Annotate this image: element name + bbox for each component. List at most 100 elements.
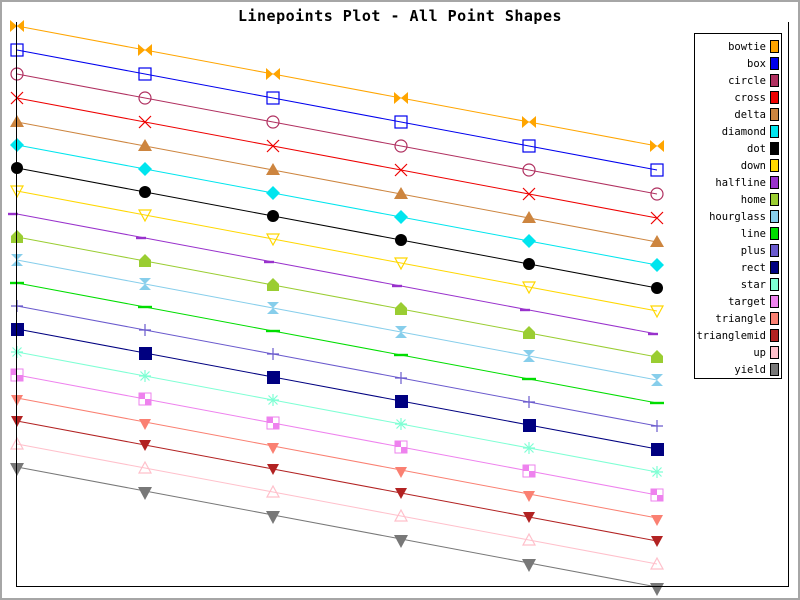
series-yield bbox=[10, 463, 664, 596]
legend-label: yield bbox=[734, 363, 766, 376]
series-line-delta bbox=[16, 121, 658, 243]
series-line-plus bbox=[16, 305, 658, 427]
series-line-bowtie bbox=[16, 25, 658, 147]
legend-entry-delta: delta bbox=[695, 106, 781, 123]
legend-color-swatch bbox=[770, 363, 779, 376]
legend-entry-diamond: diamond bbox=[695, 123, 781, 140]
legend-color-swatch bbox=[770, 227, 779, 240]
legend-entry-plus: plus bbox=[695, 242, 781, 259]
series-cross bbox=[10, 91, 664, 225]
legend-color-swatch bbox=[770, 159, 779, 172]
legend-label: hourglass bbox=[709, 210, 766, 223]
legend-label: target bbox=[728, 295, 766, 308]
series-line-target bbox=[16, 374, 658, 496]
legend-color-swatch bbox=[770, 210, 779, 223]
series-markers-dot bbox=[11, 162, 663, 294]
legend-color-swatch bbox=[770, 176, 779, 189]
series-line-home bbox=[16, 236, 658, 358]
legend-color-swatch bbox=[770, 329, 779, 342]
legend-label: triangle bbox=[715, 312, 766, 325]
series-markers-triangle bbox=[11, 395, 663, 526]
series-circle bbox=[10, 67, 664, 201]
series-down bbox=[9, 185, 665, 319]
legend-entry-bowtie: bowtie bbox=[695, 38, 781, 55]
legend-label: plus bbox=[740, 244, 766, 257]
legend-label: delta bbox=[734, 108, 766, 121]
legend-entry-line: line bbox=[695, 225, 781, 242]
series-line-circle bbox=[16, 73, 658, 195]
legend-color-swatch bbox=[770, 244, 779, 257]
legend-entry-dot: dot bbox=[695, 140, 781, 157]
legend-box: bowtie box circle cross delta diamond dot down h… bbox=[694, 33, 782, 379]
legend-entry-star: star bbox=[695, 276, 781, 293]
series-line-diamond bbox=[16, 144, 658, 266]
legend-entry-rect: rect bbox=[695, 259, 781, 276]
legend-label: line bbox=[740, 227, 766, 240]
series-markers-hourglass bbox=[11, 254, 663, 386]
legend-label: bowtie bbox=[728, 40, 766, 53]
series-line-dot bbox=[16, 167, 658, 289]
legend-label: halfline bbox=[715, 176, 766, 189]
legend-color-swatch bbox=[770, 91, 779, 104]
legend-entry-down: down bbox=[695, 157, 781, 174]
legend-label: rect bbox=[740, 261, 766, 274]
legend-color-swatch bbox=[770, 57, 779, 70]
series-home bbox=[11, 230, 663, 363]
legend-entry-triangle: triangle bbox=[695, 310, 781, 327]
legend-label: cross bbox=[734, 91, 766, 104]
series-hourglass bbox=[11, 254, 663, 386]
legend-color-swatch bbox=[770, 142, 779, 155]
legend-entry-trianglemid: trianglemid bbox=[695, 327, 781, 344]
legend-label: box bbox=[747, 57, 766, 70]
legend-entry-up: up bbox=[695, 344, 781, 361]
legend-color-swatch bbox=[770, 278, 779, 291]
series-dot bbox=[11, 162, 663, 294]
legend-entry-circle: circle bbox=[695, 72, 781, 89]
series-line-cross bbox=[16, 97, 658, 219]
series-line-line bbox=[16, 282, 658, 404]
legend-label: circle bbox=[728, 74, 766, 87]
series-box bbox=[10, 43, 664, 177]
legend-color-swatch bbox=[770, 261, 779, 274]
legend-color-swatch bbox=[770, 40, 779, 53]
legend-entry-cross: cross bbox=[695, 89, 781, 106]
series-markers-yield bbox=[10, 463, 664, 596]
series-line-rect bbox=[16, 328, 658, 450]
series-line-triangle bbox=[16, 397, 658, 519]
series-line-down bbox=[16, 190, 658, 312]
legend-entry-target: target bbox=[695, 293, 781, 310]
series-line-hourglass bbox=[16, 259, 658, 381]
legend-entry-home: home bbox=[695, 191, 781, 208]
legend-label: diamond bbox=[721, 125, 766, 138]
legend-entry-yield: yield bbox=[695, 361, 781, 378]
series-delta bbox=[10, 115, 664, 247]
series-markers-rect bbox=[11, 323, 664, 456]
legend-color-swatch bbox=[770, 74, 779, 87]
legend-color-swatch bbox=[770, 312, 779, 325]
series-line-halfline bbox=[16, 213, 658, 335]
axis-frame bbox=[16, 22, 789, 587]
series-markers-circle bbox=[10, 67, 664, 201]
legend-color-swatch bbox=[770, 108, 779, 121]
legend-entry-box: box bbox=[695, 55, 781, 72]
series-markers-delta bbox=[10, 115, 664, 247]
series-line-box bbox=[16, 49, 658, 171]
legend-color-swatch bbox=[770, 125, 779, 138]
series-bowtie bbox=[10, 20, 664, 152]
legend-color-swatch bbox=[770, 295, 779, 308]
series-rect bbox=[11, 323, 664, 456]
series-markers-target bbox=[10, 368, 664, 502]
legend-label: trianglemid bbox=[696, 329, 766, 342]
series-line-star bbox=[16, 351, 658, 473]
legend-label: down bbox=[740, 159, 766, 172]
chart-title: Linepoints Plot - All Point Shapes bbox=[237, 7, 563, 25]
series-target bbox=[10, 368, 664, 502]
legend-entry-halfline: halfline bbox=[695, 174, 781, 191]
series-line bbox=[10, 281, 664, 405]
legend-entry-hourglass: hourglass bbox=[695, 208, 781, 225]
legend-label: home bbox=[740, 193, 766, 206]
series-up bbox=[9, 436, 665, 570]
series-trianglemid bbox=[11, 416, 663, 547]
